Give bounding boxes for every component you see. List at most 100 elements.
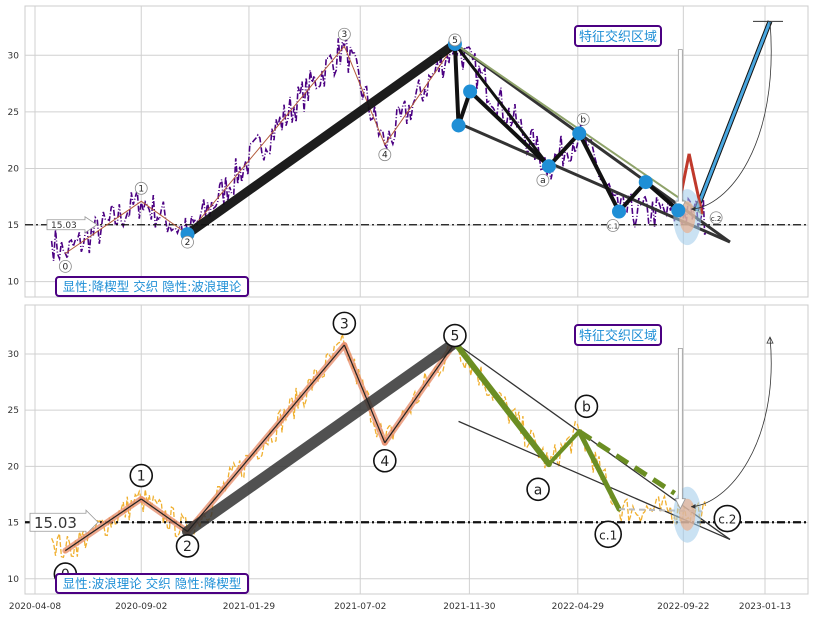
corrective-segment [452,43,551,168]
curved-arrow [690,337,772,509]
callout-arrow [674,347,686,510]
support-line-label: 15.03 [34,514,77,532]
wave-label-circle [448,33,462,47]
wave-segment [64,200,142,254]
x-tick-label: 2022-09-22 [657,602,709,612]
projected-segment [577,429,677,496]
x-tick-label: 2022-04-29 [552,602,605,612]
wave-label-circle [134,181,148,195]
wave-label-circle [337,27,351,41]
pivot-marker [451,118,466,133]
wave-label-circle [332,311,357,336]
wave-label-circle [443,323,467,348]
wave-label: c.2 [718,513,736,527]
pattern-label-box [55,276,249,297]
corrective-segment [577,131,621,214]
target-projection-line [694,20,772,211]
y-tick-label: 20 [8,164,20,174]
y-tick-label: 30 [8,51,20,61]
y-tick-label: 20 [8,462,20,472]
region-label: 特征交织区域 [579,328,657,344]
pattern-label: 显性:波浪理论 交织 隐性:降楔型 [63,576,242,591]
corrective-segment [576,429,622,512]
x-tick-label: 2021-11-30 [443,602,496,612]
wave-label-circle [576,112,590,126]
wave-label-circle [175,534,200,558]
support-line-arrow [29,509,99,536]
y-tick-label: 15 [8,221,19,231]
wave-label-circle [373,448,397,473]
corrective-segment [546,131,582,169]
curved-arrow-head [766,336,774,344]
corrective-segment [546,429,582,467]
wave-label: 4 [380,454,389,470]
wave-label: c.1 [608,222,619,230]
y-tick-label: 30 [8,350,20,360]
wave-guide-line [65,498,142,552]
wave-label: b [582,399,591,415]
support-line-arrow [46,215,98,234]
wave-label-circle [574,394,599,419]
impulse-trend-line [182,337,461,538]
y-tick-label: 25 [8,406,19,416]
projected-segment [618,508,703,513]
wave-label: c.2 [711,215,722,223]
y-tick-label: 25 [8,108,19,118]
wave-label-circle [594,520,623,549]
pivot-marker [541,159,556,174]
wave-label: 2 [185,238,191,248]
plot-area [24,5,809,298]
x-tick-label: 2021-01-29 [223,602,276,612]
wave-label: 1 [138,184,144,194]
wave-label-circle [526,477,550,502]
corrective-segment [451,339,552,468]
wave-label-circle [536,173,550,187]
wave-guide-line [384,342,456,444]
wave-label-circle [129,463,154,488]
wave-label: 0 [62,262,68,272]
wave-segment [140,200,189,235]
wave-label: 3 [341,30,347,40]
wave-guide-line [343,344,386,443]
pivot-marker [612,204,626,219]
price-series [50,36,707,262]
wave-label-circle [606,219,620,232]
wave-segment [187,45,345,235]
curved-arrow [690,21,772,212]
wave-label: b [580,115,586,125]
x-tick-label: 2020-09-02 [115,602,167,612]
impulse-trend-line [183,39,460,239]
wave-label-circle [378,148,392,162]
plot-area [24,304,809,595]
wave-label-circle [181,235,194,249]
bottom-panel: 101520253015.03012345abc.1c.2特征交织区域显性:波浪… [8,304,809,595]
wave-segment [343,45,386,146]
x-axis: 2020-04-08 2020-09-02 2021-01-29 2021-07-02… [9,602,791,612]
pattern-label-box [55,573,249,594]
wave-label: 1 [137,469,146,485]
wave-label: c.1 [599,528,617,542]
y-tick-label: 15 [8,519,19,529]
price-series [51,333,707,559]
support-line-label: 15.03 [51,221,77,231]
wave-label: 5 [452,36,458,46]
pivot-marker [671,203,686,218]
wave-label: a [540,176,546,186]
corrective-segment [453,42,551,168]
x-tick-label: 2023-01-13 [739,602,791,612]
region-label-box [574,324,662,346]
x-tick-label: 2020-04-08 [9,602,62,612]
wave-segment [384,43,456,146]
region-label-box [574,25,662,47]
wave-label: 3 [340,316,349,332]
pivot-marker [638,175,653,190]
wave-label: 2 [183,539,192,555]
projection-spike [687,153,704,215]
x-tick-label: 2021-07-02 [334,602,386,612]
region-label: 特征交织区域 [579,29,657,45]
wave-label-circle [713,504,742,533]
wave-label-circle [709,211,723,225]
wave-guide-line [187,344,345,532]
pivot-marker [463,84,478,99]
